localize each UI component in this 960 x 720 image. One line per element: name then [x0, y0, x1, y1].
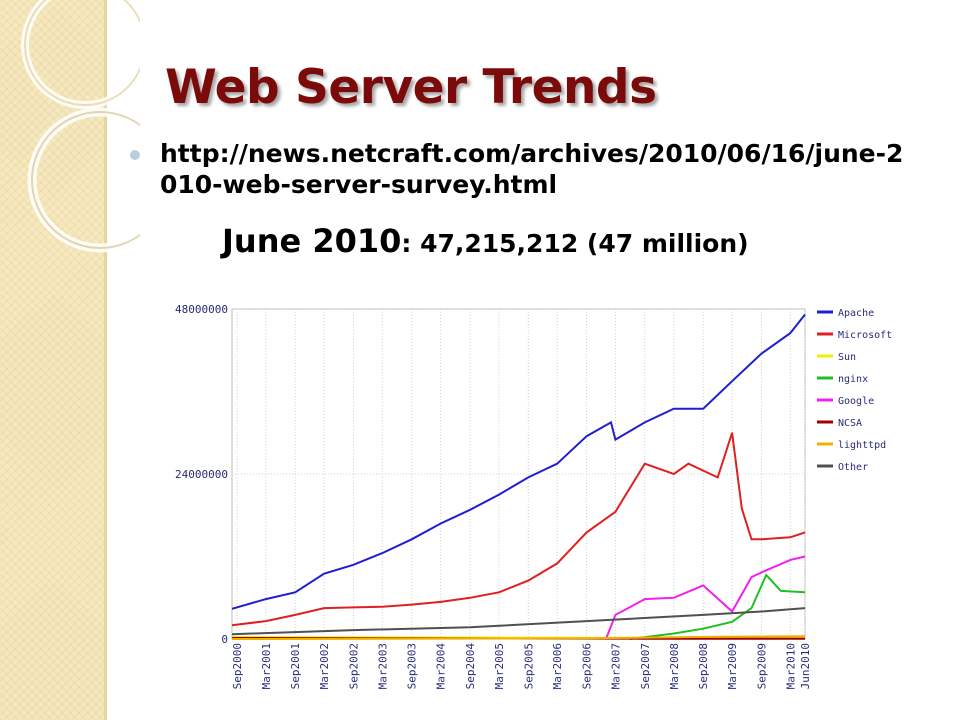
x-tick-label: Mar2001 [260, 643, 273, 689]
x-tick-label: Mar2006 [551, 643, 564, 689]
legend-label-microsoft: Microsoft [838, 330, 892, 341]
x-tick-label: Sep2006 [581, 643, 594, 689]
x-tick-label: Sep2000 [231, 643, 244, 689]
x-tick-label: Mar2008 [668, 643, 681, 689]
x-tick-label: Sep2003 [406, 643, 419, 689]
x-tick-label: Mar2005 [493, 643, 506, 689]
x-tick-label: Sep2009 [755, 643, 768, 689]
x-tick-label: Mar2010 [784, 643, 797, 689]
y-tick-label: 48000000 [175, 303, 228, 316]
side-band-edge [104, 0, 107, 720]
x-tick-label: Mar2009 [726, 643, 739, 689]
series-line-other [231, 607, 806, 636]
headline-value: : 47,215,212 (47 million) [401, 229, 749, 258]
x-tick-label: Mar2004 [435, 643, 448, 690]
legend-label-ncsa: NCSA [838, 418, 862, 429]
y-tick-label: 24000000 [175, 468, 228, 481]
x-tick-label: Mar2002 [318, 643, 331, 689]
legend-label-apache: Apache [838, 308, 874, 319]
series-line-nginx [629, 573, 806, 640]
slide-title: Web Server Trends [165, 60, 657, 115]
series-line-lighttpd [231, 635, 806, 640]
x-tick-label: Sep2002 [347, 643, 360, 689]
x-tick-label: Sep2008 [697, 643, 710, 689]
survey-link[interactable]: http://news.netcraft.com/archives/2010/0… [160, 139, 904, 199]
headline-date: June 2010 [222, 222, 402, 260]
x-tick-label: Sep2001 [289, 643, 302, 689]
y-tick-label: 0 [221, 633, 228, 646]
legend-label-sun: Sun [838, 352, 856, 363]
legend-label-google: Google [838, 396, 874, 407]
x-tick-label: Mar2007 [609, 643, 622, 689]
x-tick-label: Sep2007 [639, 643, 652, 689]
x-tick-label: Jun2010 [799, 643, 812, 689]
x-tick-label: Sep2005 [522, 643, 535, 689]
decorative-side-band [0, 0, 107, 720]
decorative-circles [21, 0, 140, 253]
legend-label-nginx: nginx [838, 374, 868, 385]
series-line-apache [231, 313, 806, 610]
bullet-marker [130, 150, 140, 160]
x-tick-label: Sep2004 [464, 643, 477, 690]
series-line-microsoft [231, 432, 806, 627]
series-line-google [605, 555, 806, 640]
headline: June 2010: 47,215,212 (47 million) [222, 222, 749, 260]
x-tick-label: Mar2003 [376, 643, 389, 689]
legend-label-other: Other [838, 462, 868, 473]
web-server-trend-chart: Sep2000 Mar2001 Sep2001 Mar2002 Sep2002 Mar20… [175, 303, 892, 690]
legend-label-lighttpd: lighttpd [838, 440, 886, 451]
